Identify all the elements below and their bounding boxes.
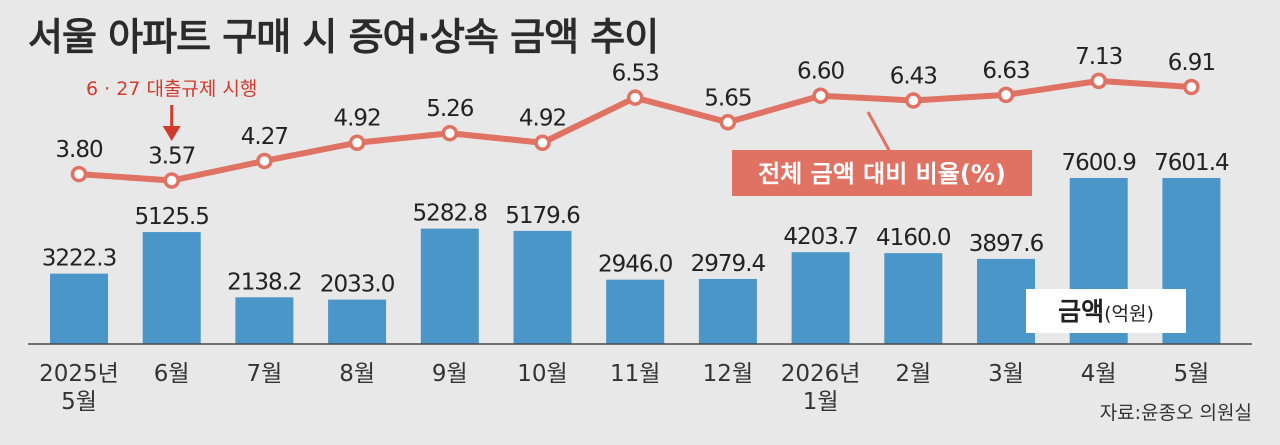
line-point xyxy=(348,134,366,151)
line-point xyxy=(719,114,737,131)
bar-value-label: 5282.8 xyxy=(413,201,488,227)
line-point xyxy=(163,172,180,189)
line-point xyxy=(441,124,459,142)
line-value-label: 3.57 xyxy=(148,144,195,170)
bar xyxy=(884,253,943,344)
line-value-label: 5.65 xyxy=(704,85,751,111)
bar-value-label: 2979.4 xyxy=(691,251,766,277)
category-label: 12월 xyxy=(703,361,753,387)
line-point xyxy=(256,152,273,170)
bar xyxy=(513,230,572,344)
bar-value-label: 3897.6 xyxy=(969,231,1044,257)
category-label: 11월 xyxy=(610,361,660,387)
line-value-label: 5.26 xyxy=(426,96,474,122)
bar-value-label: 2033.0 xyxy=(320,272,395,298)
chart-title: 서울 아파트 구매 시 증여·상속 금액 추이 xyxy=(28,15,659,59)
bar-value-label: 2138.2 xyxy=(227,269,301,295)
bar xyxy=(235,297,294,344)
bar-value-label: 7600.9 xyxy=(1061,150,1136,176)
bar xyxy=(606,279,665,344)
bar xyxy=(142,232,201,344)
line-point xyxy=(534,134,551,151)
legend-line-box xyxy=(732,150,1032,196)
category-label: 8월 xyxy=(339,361,375,387)
line-point xyxy=(1183,78,1200,96)
line-value-label: 6.53 xyxy=(612,61,659,87)
legend-line-label: 전체 금액 대비 비율(%) xyxy=(758,160,1006,188)
category-label: 4월 xyxy=(1081,361,1117,387)
line-value-label: 4.92 xyxy=(519,106,566,132)
legend-bar-label: 금액(억원) xyxy=(1058,297,1154,326)
bar-value-label: 7601.4 xyxy=(1154,150,1229,176)
legend-bar-unit: (억원) xyxy=(1104,303,1154,325)
line-value-label: 4.92 xyxy=(333,106,380,132)
bar-value-label: 5125.5 xyxy=(134,204,208,230)
line-point xyxy=(1090,72,1107,90)
line-value-label: 6.60 xyxy=(797,59,845,85)
category-label: 7월 xyxy=(247,361,283,387)
bar xyxy=(328,299,387,344)
bar xyxy=(698,278,757,344)
category-label: 5월 xyxy=(61,389,97,415)
line-value-label: 6.91 xyxy=(1168,50,1215,76)
line-value-label: 4.27 xyxy=(241,124,288,150)
bar-value-label: 5179.6 xyxy=(505,203,580,229)
category-label: 2026년 xyxy=(781,361,861,387)
line-value-label: 7.13 xyxy=(1075,44,1122,70)
legend-bar-main: 금액 xyxy=(1058,297,1104,326)
bar xyxy=(420,228,479,344)
bar-value-label: 2946.0 xyxy=(598,252,673,278)
category-label: 2025년 xyxy=(39,361,119,387)
bar-value-label: 4203.7 xyxy=(783,224,857,250)
source-note: 자료:윤종오 의원실 xyxy=(1099,402,1252,424)
category-label: 1월 xyxy=(803,389,839,415)
line-value-label: 6.63 xyxy=(982,58,1029,84)
category-label: 2월 xyxy=(895,361,931,387)
line-value-label: 3.80 xyxy=(55,137,103,163)
line-point xyxy=(70,165,88,183)
legend-bar-box xyxy=(1026,289,1186,333)
annotation-text: 6 · 27 대출규제 시행 xyxy=(86,78,257,100)
line-point xyxy=(626,89,644,106)
line-value-label: 6.43 xyxy=(890,63,937,89)
bar-value-label: 4160.0 xyxy=(876,225,951,251)
line-point xyxy=(812,87,829,104)
line-point xyxy=(905,92,922,109)
category-label: 9월 xyxy=(432,361,468,387)
bar xyxy=(50,273,108,344)
category-label: 3월 xyxy=(988,361,1024,387)
category-label: 5월 xyxy=(1174,361,1210,387)
category-label: 6월 xyxy=(154,361,190,387)
bar xyxy=(977,258,1035,344)
annotation-arrow-head xyxy=(162,126,181,141)
legend-line-connector xyxy=(866,111,892,153)
bar-value-label: 3222.3 xyxy=(42,246,116,272)
bar xyxy=(791,252,850,344)
category-label: 10월 xyxy=(517,361,567,387)
line-point xyxy=(997,86,1015,104)
